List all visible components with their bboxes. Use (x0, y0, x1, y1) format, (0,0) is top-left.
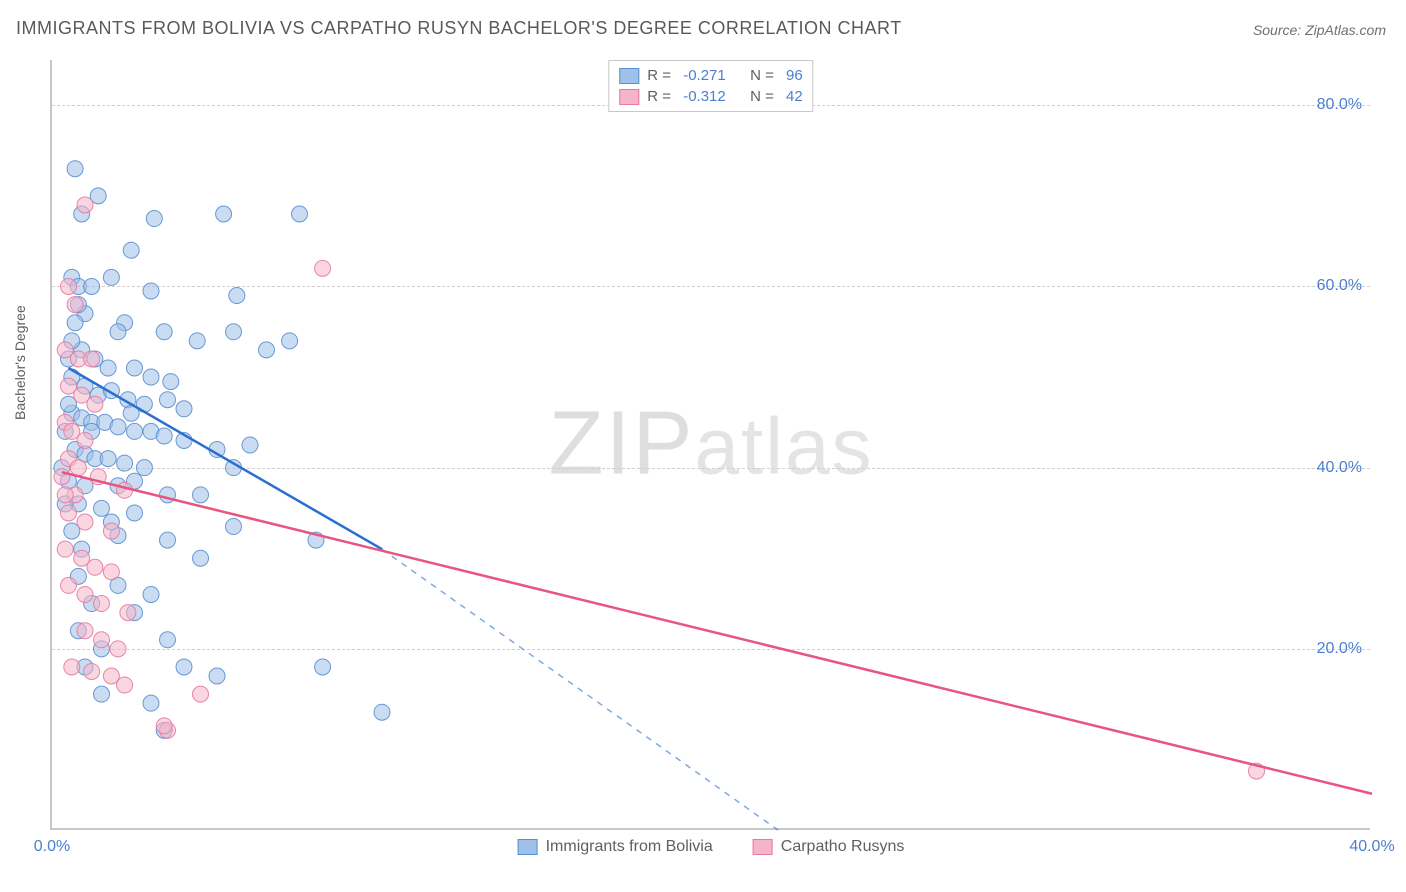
legend-swatch-0 (619, 68, 639, 84)
n-label: N = (750, 88, 778, 105)
source-name: ZipAtlas.com (1305, 22, 1386, 38)
x-tick-label: 40.0% (1349, 838, 1394, 856)
correlation-legend: R = -0.271 N = 96 R = -0.312 N = 42 (608, 60, 813, 112)
series-legend-item-1: Carpatho Rusyns (753, 838, 905, 856)
r-value-1: -0.312 (683, 88, 726, 105)
correlation-legend-row-0: R = -0.271 N = 96 (619, 65, 802, 86)
r-label: R = (647, 88, 675, 105)
n-value-1: 42 (786, 88, 803, 105)
x-tick-label: 0.0% (34, 838, 70, 856)
n-value-0: 96 (786, 67, 803, 84)
legend-swatch-1 (619, 89, 639, 105)
plot-area: ZIPatlas 20.0%40.0%60.0%80.0% 0.0%40.0% … (50, 60, 1370, 830)
legend-swatch-icon (753, 839, 773, 855)
plot-svg (52, 60, 1370, 828)
legend-swatch-icon (518, 839, 538, 855)
chart-title: IMMIGRANTS FROM BOLIVIA VS CARPATHO RUSY… (16, 18, 902, 39)
r-value-0: -0.271 (683, 67, 726, 84)
chart-container: IMMIGRANTS FROM BOLIVIA VS CARPATHO RUSY… (0, 0, 1406, 892)
source-label: Source: (1253, 22, 1305, 38)
y-axis-label: Bachelor's Degree (12, 305, 28, 420)
series-legend: Immigrants from Bolivia Carpatho Rusyns (518, 838, 905, 856)
series-name-0: Immigrants from Bolivia (546, 838, 713, 856)
source-attribution: Source: ZipAtlas.com (1253, 22, 1386, 38)
series-legend-item-0: Immigrants from Bolivia (518, 838, 713, 856)
correlation-legend-row-1: R = -0.312 N = 42 (619, 86, 802, 107)
r-label: R = (647, 67, 675, 84)
series-name-1: Carpatho Rusyns (781, 838, 905, 856)
n-label: N = (750, 67, 778, 84)
